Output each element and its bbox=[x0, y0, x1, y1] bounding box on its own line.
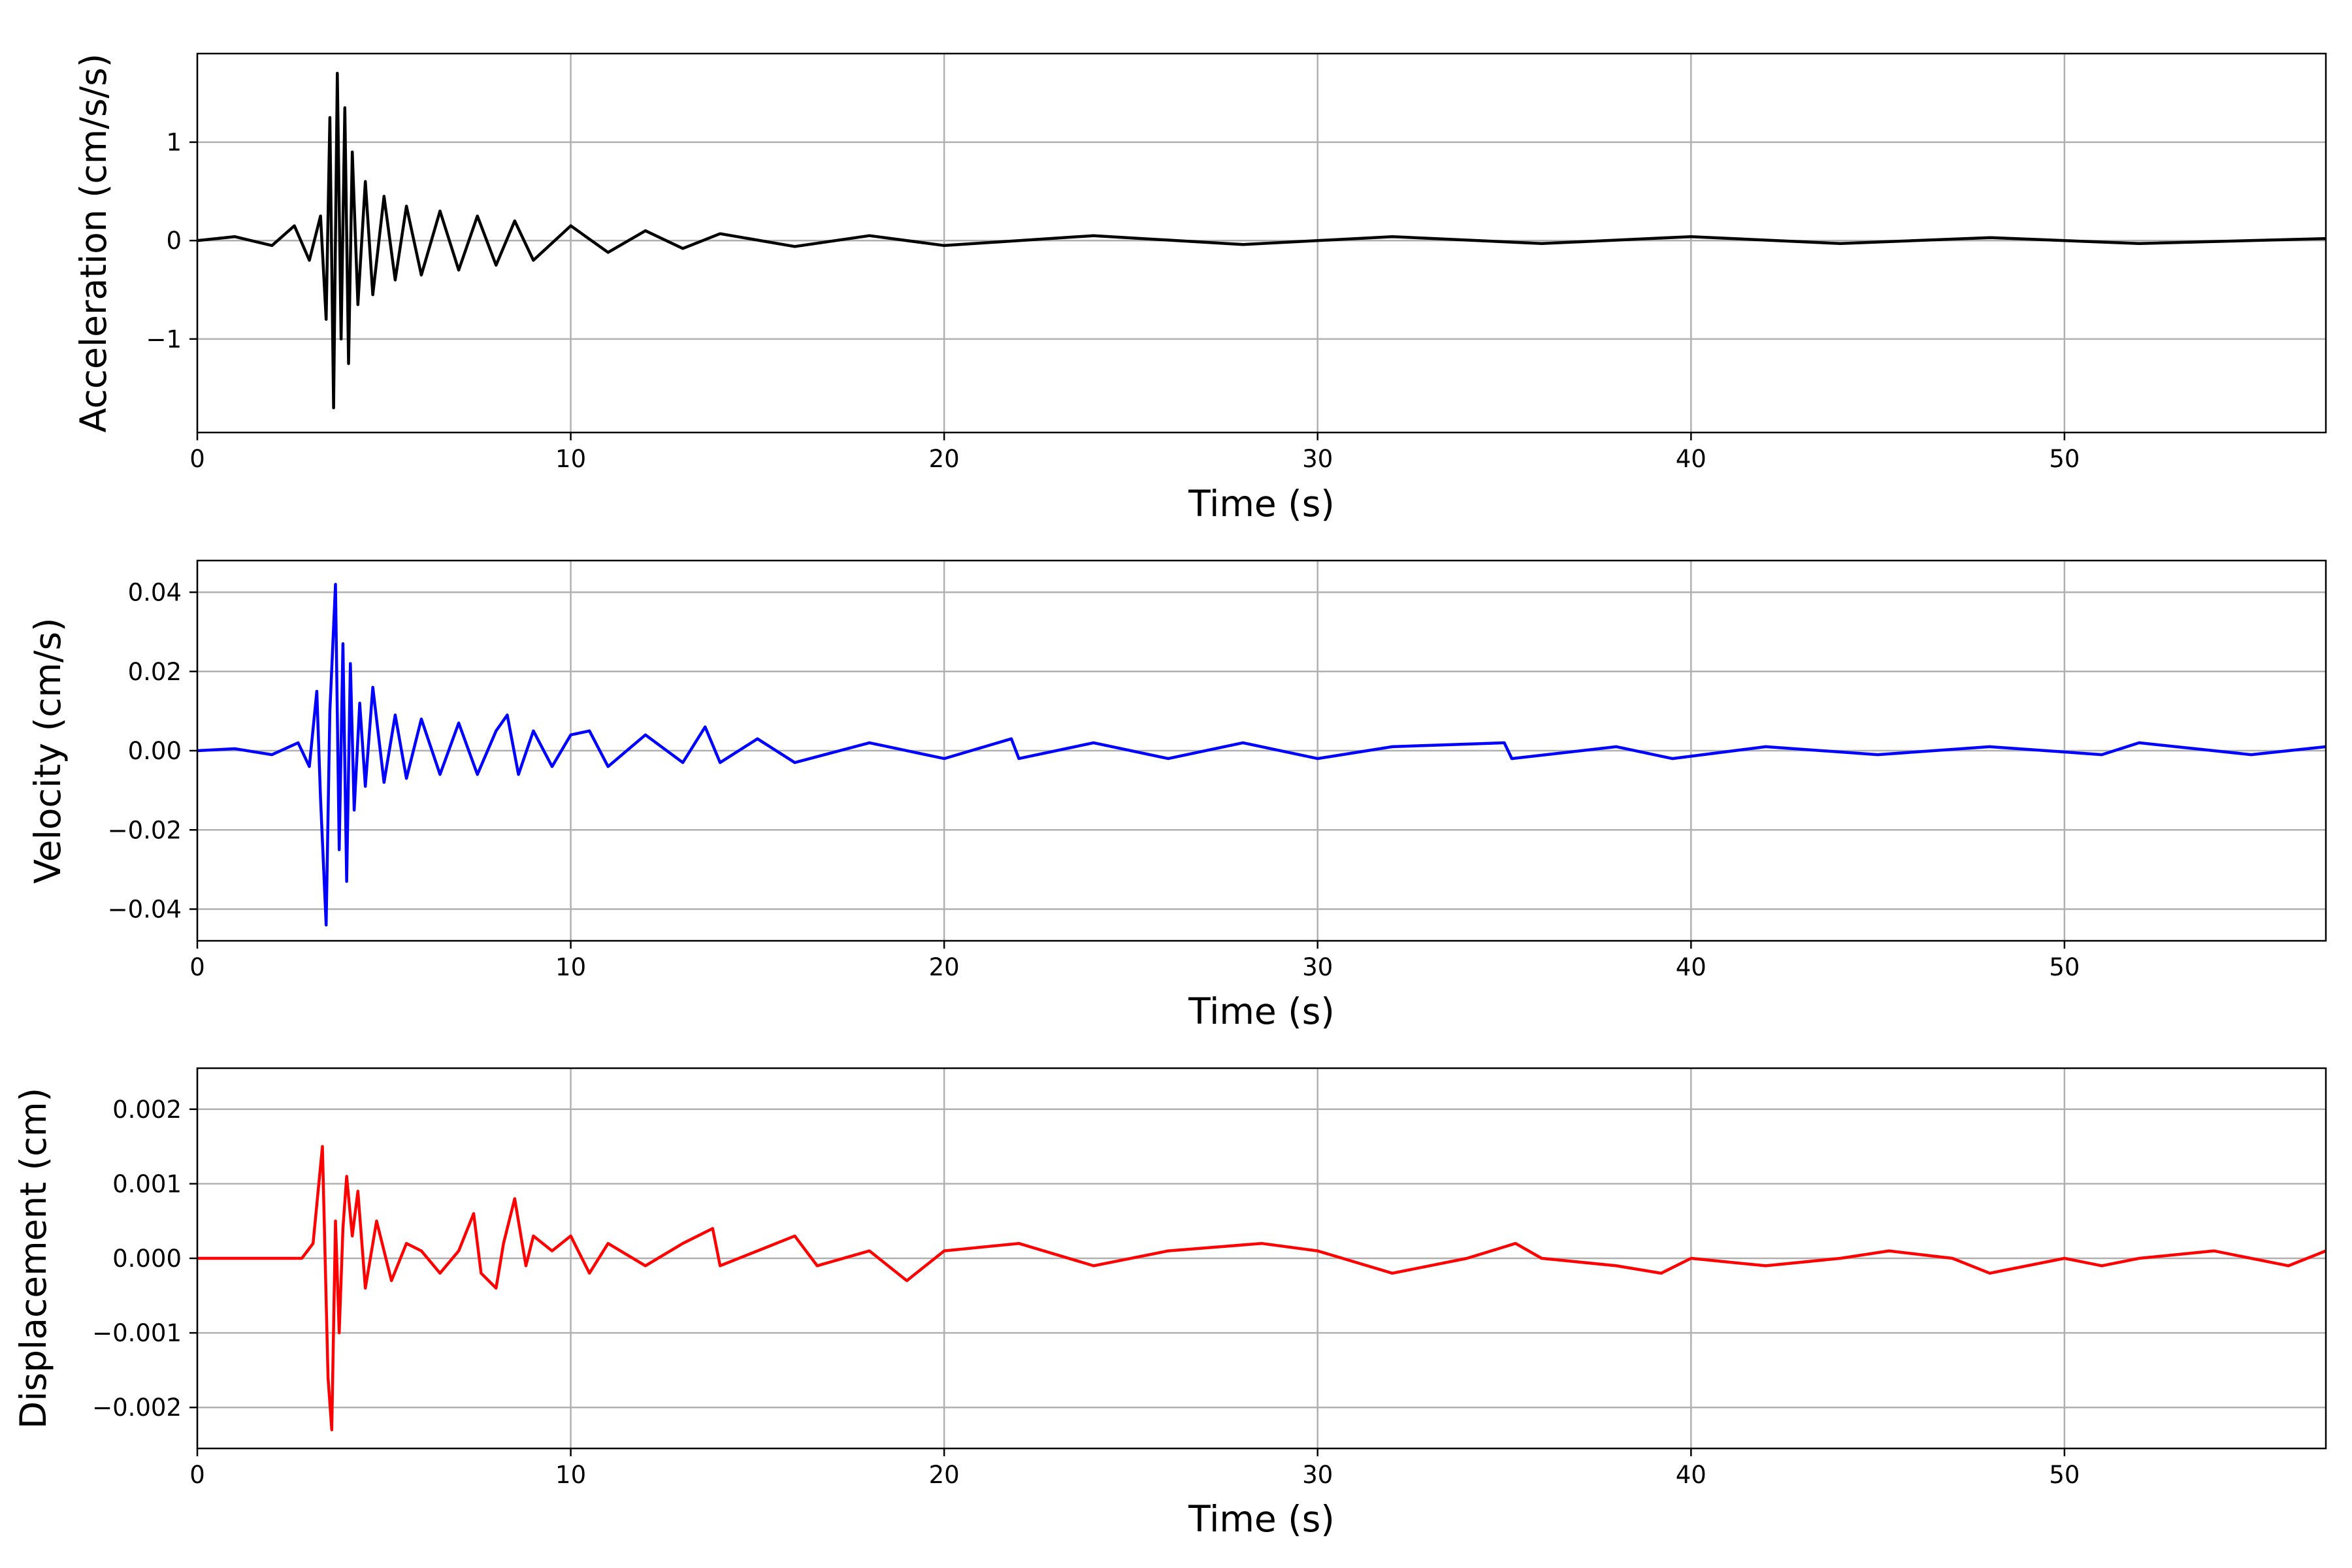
velocity-yaxis-label: Velocity (cm/s) bbox=[27, 617, 69, 883]
acceleration-xtick-label: 40 bbox=[1676, 445, 1707, 473]
velocity-xtick-label: 40 bbox=[1676, 953, 1707, 981]
velocity-xtick-label: 20 bbox=[929, 953, 960, 981]
displacement-xtick-label: 30 bbox=[1302, 1461, 1333, 1489]
velocity-ytick-label: 0.00 bbox=[128, 737, 182, 765]
displacement-xtick-label: 20 bbox=[929, 1461, 960, 1489]
acceleration-ytick-label: 1 bbox=[166, 129, 182, 157]
displacement-xtick-label: 50 bbox=[2049, 1461, 2080, 1489]
velocity-series-line bbox=[197, 583, 2327, 927]
acceleration-axes-frame bbox=[196, 52, 2327, 434]
displacement-ytick-label: 0.002 bbox=[112, 1096, 182, 1124]
acceleration-yaxis-label: Acceleration (cm/s/s) bbox=[73, 54, 114, 433]
acceleration-panel: 0 10 20 30 40 50 −1 0 1 Time (s) Acceleration (cm/… bbox=[73, 52, 2327, 525]
acceleration-xtick-label: 0 bbox=[189, 445, 205, 473]
displacement-panel: 0 10 20 30 40 50 −0.002 −0.001 0.000 0.001 0.002 Ti… bbox=[12, 1067, 2327, 1540]
velocity-xtick-label: 30 bbox=[1302, 953, 1333, 981]
velocity-xaxis-label: Time (s) bbox=[1188, 990, 1335, 1032]
acceleration-xtick-label: 30 bbox=[1302, 445, 1333, 473]
velocity-xtick-label: 50 bbox=[2049, 953, 2080, 981]
displacement-xtick-label: 10 bbox=[555, 1461, 586, 1489]
displacement-xtick-label: 40 bbox=[1676, 1461, 1707, 1489]
acceleration-ytick-label: −1 bbox=[146, 325, 182, 353]
displacement-yaxis-label: Displacement (cm) bbox=[12, 1088, 54, 1429]
displacement-ytick-label: 0.000 bbox=[112, 1245, 182, 1273]
displacement-xaxis-label: Time (s) bbox=[1188, 1498, 1335, 1540]
acceleration-xaxis-label: Time (s) bbox=[1188, 483, 1335, 525]
acceleration-xtick-label: 20 bbox=[929, 445, 960, 473]
velocity-ytick-label: 0.04 bbox=[128, 579, 182, 607]
panels: 0 10 20 30 40 50 −1 0 1 Time (s) Acceleration (cm/… bbox=[12, 52, 2327, 1540]
acceleration-series-line bbox=[197, 71, 2327, 410]
displacement-ytick-label: −0.002 bbox=[92, 1394, 182, 1422]
acceleration-xtick-label: 10 bbox=[555, 445, 586, 473]
velocity-panel: 0 10 20 30 40 50 −0.04 −0.02 0.00 0.02 0.04 Time (s… bbox=[27, 559, 2327, 1032]
velocity-xtick-label: 10 bbox=[555, 953, 586, 981]
velocity-xtick-label: 0 bbox=[189, 953, 205, 981]
acceleration-ytick-label: 0 bbox=[166, 227, 182, 255]
velocity-ytick-label: −0.02 bbox=[108, 816, 182, 844]
acceleration-xtick-label: 50 bbox=[2049, 445, 2080, 473]
velocity-ytick-label: 0.02 bbox=[128, 658, 182, 686]
displacement-xtick-label: 0 bbox=[189, 1461, 205, 1489]
displacement-ytick-label: 0.001 bbox=[112, 1170, 182, 1198]
velocity-ytick-label: −0.04 bbox=[108, 896, 182, 924]
displacement-ytick-label: −0.001 bbox=[92, 1319, 182, 1347]
displacement-series-line bbox=[197, 1145, 2327, 1431]
